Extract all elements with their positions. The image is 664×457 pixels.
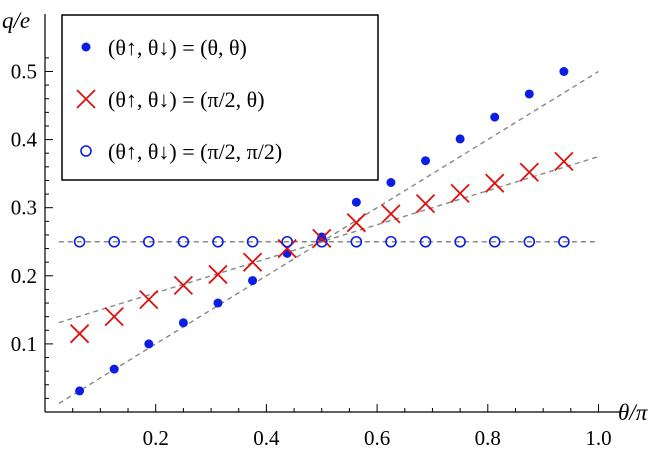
x-tick-label: 1.0 bbox=[585, 426, 611, 450]
x-marker-point bbox=[381, 204, 401, 224]
open-circle-point bbox=[488, 235, 501, 248]
x-tick-label: 0.2 bbox=[143, 426, 169, 450]
open-circle-point bbox=[177, 235, 190, 248]
legend-filled-circle-point bbox=[81, 42, 91, 52]
filled-circle-point bbox=[455, 134, 465, 144]
fit-line bbox=[58, 155, 599, 324]
filled-circle-point bbox=[75, 386, 85, 396]
open-circle-point bbox=[108, 235, 120, 248]
open-circle-point bbox=[454, 235, 466, 248]
open-circle-point bbox=[212, 235, 224, 248]
filled-circle-point bbox=[351, 197, 361, 207]
x-tick-label: 0.6 bbox=[364, 426, 390, 450]
filled-circle-point bbox=[178, 318, 188, 328]
y-tick-label: 0.5 bbox=[11, 60, 37, 84]
x-marker-point bbox=[242, 252, 263, 272]
x-marker-point bbox=[346, 213, 366, 233]
y-tick-label: 0.2 bbox=[11, 264, 37, 288]
legend: (θ↑, θ↓) = (θ, θ) (θ↑, θ↓) = (π/2, θ) (θ↑,… bbox=[61, 14, 379, 181]
filled-circle-point bbox=[248, 276, 258, 286]
filled-circle-point bbox=[421, 156, 431, 166]
axes bbox=[44, 14, 620, 413]
open-circle-point bbox=[385, 235, 397, 248]
open-circle-point bbox=[419, 235, 432, 248]
y-tick-label: 0.3 bbox=[11, 196, 37, 220]
x-marker-point bbox=[450, 183, 470, 204]
open-circle-point bbox=[142, 235, 155, 248]
x-marker-point bbox=[173, 275, 194, 295]
x-marker-point bbox=[139, 289, 159, 310]
fit-lines bbox=[58, 70, 599, 405]
filled-circle-point bbox=[386, 178, 396, 188]
y-tick-label: 0.4 bbox=[11, 128, 38, 152]
y-axis-label: q/e bbox=[2, 8, 30, 33]
filled-circle-point bbox=[109, 364, 119, 374]
filled-circle-point bbox=[559, 67, 569, 76]
x-marker-point bbox=[312, 228, 332, 248]
open-circle-point bbox=[281, 235, 293, 248]
x-marker-point bbox=[69, 324, 90, 344]
open-circle-point bbox=[246, 235, 259, 248]
x-tick-label: 0.4 bbox=[253, 426, 280, 450]
x-tick-label: 0.8 bbox=[475, 426, 501, 450]
x-marker-point bbox=[208, 264, 228, 285]
x-marker-point bbox=[415, 193, 436, 214]
legend-box bbox=[61, 14, 379, 181]
legend-x-marker-point bbox=[76, 89, 96, 109]
x-marker-point bbox=[519, 162, 539, 182]
filled-circle-point bbox=[144, 339, 154, 349]
x-marker-point bbox=[277, 238, 297, 259]
filled-circle-point bbox=[282, 248, 292, 258]
open-circle-point bbox=[350, 235, 363, 248]
filled-circle-point bbox=[213, 298, 223, 308]
x-axis-label: θ/π bbox=[618, 400, 649, 425]
legend-entry-label: (θ↑, θ↓) = (π/2, θ) bbox=[108, 87, 265, 112]
open-circle-point bbox=[523, 235, 536, 248]
ticks: 0.2 0.4 0.6 0.8 1.0 0.1 0.2 0.3 0.4 0.5 bbox=[11, 57, 612, 450]
data-points bbox=[69, 67, 574, 396]
filled-circle-point bbox=[490, 112, 500, 122]
open-circle-point bbox=[315, 235, 328, 248]
y-tick-label: 0.1 bbox=[11, 332, 37, 356]
x-marker-point bbox=[104, 307, 124, 327]
fit-line bbox=[58, 70, 599, 405]
x-marker-point bbox=[485, 173, 505, 193]
x-marker-point bbox=[554, 151, 574, 172]
legend-entry-label: (θ↑, θ↓) = (θ, θ) bbox=[108, 35, 247, 60]
filled-circle-point bbox=[524, 89, 534, 99]
legend-entry-label: (θ↑, θ↓) = (π/2, π/2) bbox=[108, 139, 282, 164]
open-circle-point bbox=[73, 235, 86, 248]
open-circle-point bbox=[558, 235, 570, 248]
legend-open-circle-point bbox=[80, 145, 92, 157]
